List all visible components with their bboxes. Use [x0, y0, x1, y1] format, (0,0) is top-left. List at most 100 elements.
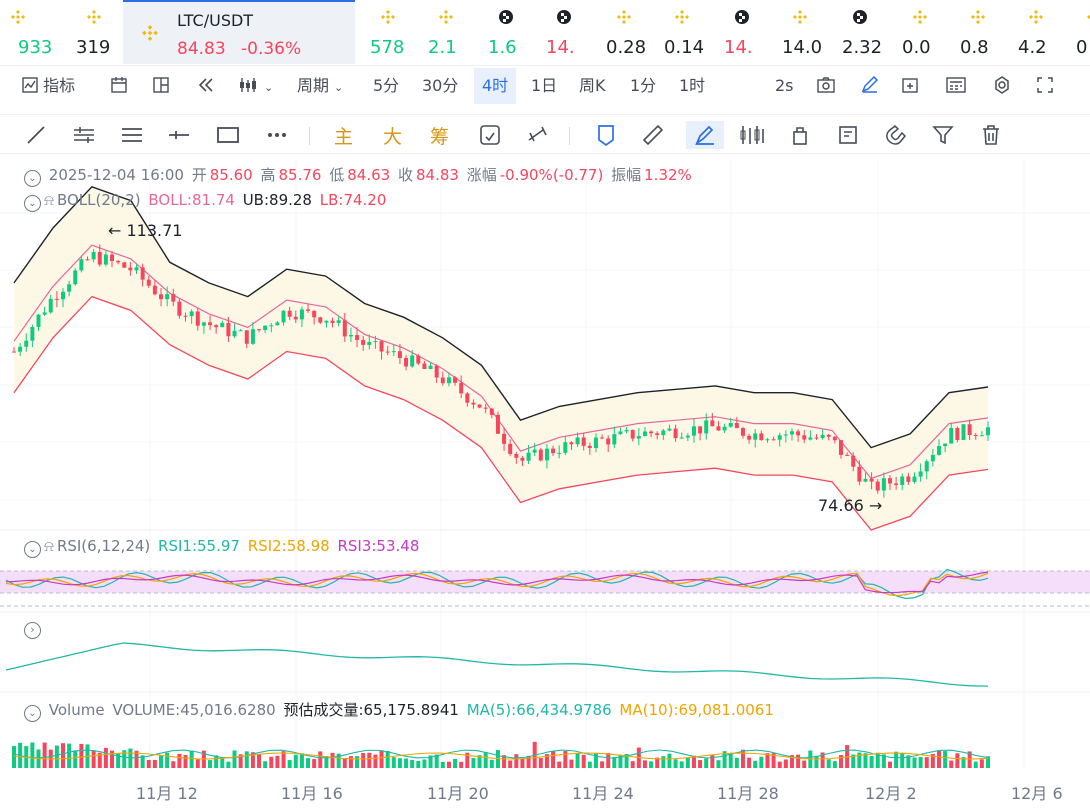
candle-body	[73, 270, 78, 285]
collapse-icon[interactable]: ⌄	[24, 170, 41, 187]
ticker-item[interactable]: 1.6	[488, 0, 540, 66]
magnet-tool[interactable]	[881, 121, 909, 149]
rect-tool[interactable]	[214, 121, 242, 149]
ticker-item[interactable]: 0.8	[960, 0, 1012, 66]
interval-4h[interactable]: 4时	[474, 68, 517, 104]
volume-bar	[630, 761, 635, 768]
ticker-item[interactable]: 0.0	[902, 0, 954, 66]
bell-icon[interactable]: ⍾	[44, 191, 54, 209]
ticker-item[interactable]: 0	[1076, 0, 1090, 66]
channel-tool[interactable]	[118, 121, 146, 149]
volume-bar	[710, 754, 715, 768]
chevron-right-icon[interactable]: ›	[24, 622, 41, 639]
collapse-icon[interactable]: ⌄	[24, 705, 41, 722]
bell-icon[interactable]: ⍾	[44, 537, 54, 555]
draw-toggle-button[interactable]	[860, 68, 880, 104]
lock-tool[interactable]	[786, 121, 814, 149]
ticker-item[interactable]: 933	[11, 0, 70, 66]
candle-body	[489, 408, 494, 415]
volume-bar	[171, 761, 176, 768]
ticker-item[interactable]: 0.28	[606, 0, 658, 66]
ticker-item[interactable]: 0.14	[664, 0, 716, 66]
calendar-button[interactable]	[110, 68, 128, 104]
interval-30m[interactable]: 30分	[422, 76, 459, 95]
brush-tool[interactable]	[686, 121, 724, 149]
volume-ma10: MA(10):69,081.0061	[619, 701, 774, 719]
candle-body	[263, 325, 268, 330]
candle-body	[722, 426, 727, 431]
interval-1d[interactable]: 1日	[531, 76, 558, 95]
candle-body	[416, 355, 421, 364]
ticker-item[interactable]: 14.	[724, 0, 776, 66]
period-dropdown[interactable]: 周期 ⌄	[297, 68, 343, 104]
ticker-item[interactable]: 319	[76, 0, 128, 66]
layout-button[interactable]	[152, 68, 170, 104]
expand-pane[interactable]: ›	[24, 619, 44, 639]
ticker-item[interactable]: 4.2	[1018, 0, 1070, 66]
ticker-price: 0.8	[960, 37, 989, 58]
big-order-toggle[interactable]: 大	[383, 126, 403, 148]
bars-tool[interactable]	[738, 121, 766, 149]
filter-tool[interactable]	[929, 121, 957, 149]
candle-body	[361, 339, 366, 345]
collapse-icon[interactable]: ⌄	[24, 195, 41, 212]
indicator-button[interactable]: 指标	[22, 68, 75, 104]
volume-bar	[67, 743, 72, 768]
candle-body	[869, 478, 874, 482]
sync-tool[interactable]	[476, 121, 504, 149]
calculator-button[interactable]	[945, 68, 967, 104]
oscillator-line	[5, 642, 989, 687]
volume-bar	[232, 750, 237, 768]
rectangle-icon	[217, 127, 239, 143]
measure-tool[interactable]	[524, 121, 552, 149]
chart-type-button[interactable]: ⌄	[238, 68, 273, 104]
delete-tool[interactable]	[977, 121, 1005, 149]
collapse-icon[interactable]: ⌄	[24, 541, 41, 558]
candle-body	[796, 431, 801, 436]
add-window-button[interactable]	[900, 68, 920, 104]
interval-1m[interactable]: 1分	[630, 76, 657, 95]
chip-toggle[interactable]: 筹	[430, 126, 450, 148]
fullscreen-button[interactable]	[1035, 68, 1055, 104]
candle-body	[428, 365, 433, 369]
settings-button[interactable]	[992, 68, 1012, 104]
ticker-item[interactable]: 2.1	[428, 0, 480, 66]
candle-body	[955, 428, 960, 440]
boll-mid: BOLL:81.74	[148, 191, 235, 209]
more-tools[interactable]	[263, 121, 291, 149]
candle-body	[894, 483, 899, 485]
trendline-tool[interactable]	[22, 121, 50, 149]
candle-body	[312, 310, 317, 318]
active-ticker-tab[interactable]: LTC/USDT 84.83 -0.36%	[123, 0, 355, 64]
ticker-item[interactable]: 14.0	[782, 0, 834, 66]
screenshot-button[interactable]	[816, 68, 836, 104]
candle-body	[177, 301, 182, 316]
volume-bar	[459, 761, 464, 768]
note-icon	[839, 126, 857, 144]
candle-body	[434, 365, 439, 378]
interval-1w[interactable]: 周K	[579, 76, 606, 95]
bnb-icon	[617, 10, 631, 24]
bookmark-tool[interactable]	[592, 121, 620, 149]
note-tool[interactable]	[834, 121, 862, 149]
refresh-rate[interactable]: 2s	[775, 76, 794, 95]
replay-button[interactable]	[196, 68, 216, 104]
candle-body	[324, 320, 329, 323]
candle-body	[832, 436, 837, 441]
parallel-tool[interactable]	[70, 121, 98, 149]
ruler-tool[interactable]	[639, 121, 667, 149]
hline-tool[interactable]	[165, 121, 193, 149]
interval-5m[interactable]: 5分	[373, 76, 400, 95]
candle-body	[103, 254, 108, 265]
ticker-item[interactable]: 578	[370, 0, 422, 66]
bars-icon	[740, 126, 764, 144]
candle-body	[244, 330, 249, 344]
candle-body	[514, 453, 519, 458]
main-chart-toggle[interactable]: 主	[334, 126, 354, 148]
rsi-name: RSI(6,12,24)	[56, 537, 151, 555]
ticker-item[interactable]: 14.	[546, 0, 598, 66]
ticker-item[interactable]: 2.32	[842, 0, 894, 66]
volume-bar	[489, 759, 494, 768]
interval-1h[interactable]: 1时	[679, 76, 706, 95]
